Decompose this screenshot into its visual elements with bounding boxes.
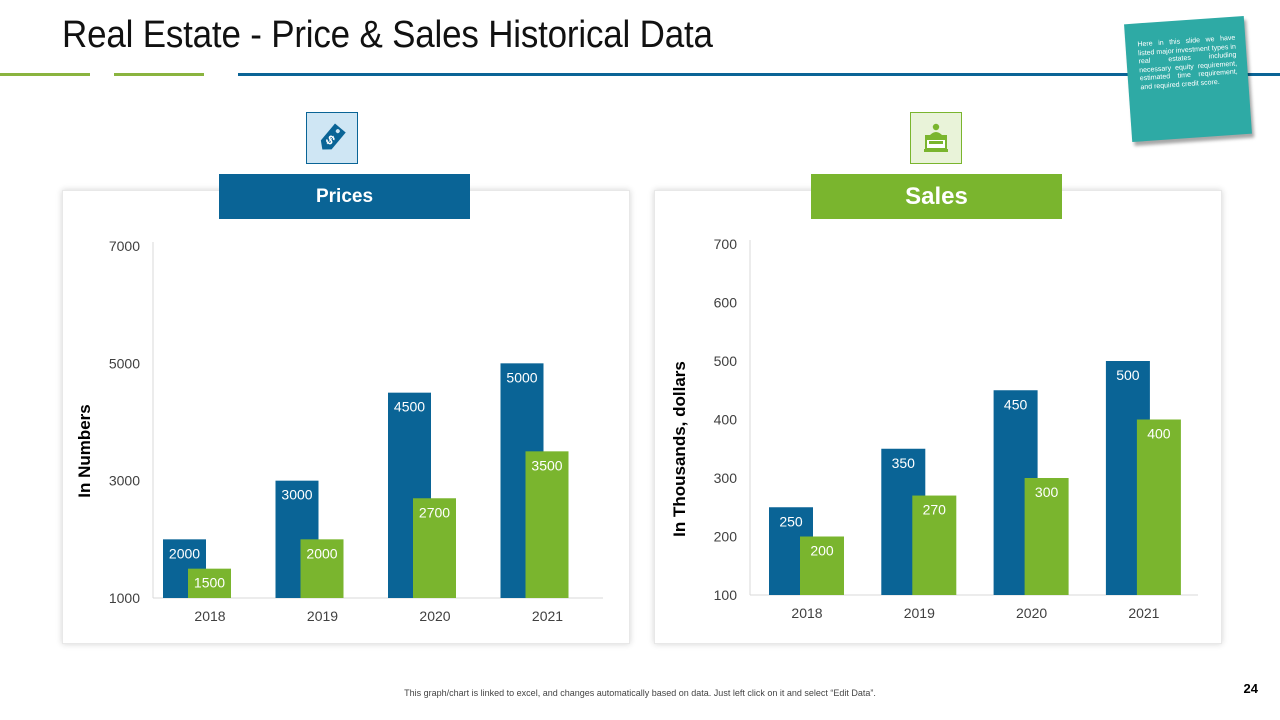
price-tag-dollar-icon: $ — [320, 123, 346, 150]
sales-data-label: 250 — [779, 513, 803, 529]
sales-data-label: 300 — [1035, 484, 1059, 500]
prices-data-label: 4500 — [394, 399, 425, 415]
page-number: 24 — [1243, 681, 1258, 696]
sales-y-tick-label: 100 — [714, 587, 738, 603]
sales-y-tick-label: 400 — [714, 412, 738, 428]
sticky-note-text: Here in this slide we have listed major … — [1137, 34, 1238, 91]
sales-bar-s2-2018 — [800, 536, 844, 595]
page-title: Real Estate - Price & Sales Historical D… — [62, 14, 713, 56]
prices-x-tick-label: 2021 — [532, 608, 563, 624]
sales-data-label: 500 — [1116, 367, 1140, 383]
prices-data-label: 1500 — [194, 575, 225, 591]
sales-x-tick-label: 2021 — [1128, 605, 1159, 621]
prices-data-label: 3500 — [531, 457, 562, 473]
prices-data-label: 2000 — [169, 545, 200, 561]
sales-data-label: 270 — [923, 502, 947, 518]
sales-y-tick-label: 700 — [714, 236, 738, 252]
title-rule-blue — [238, 73, 1280, 76]
prices-x-tick-label: 2020 — [419, 608, 450, 624]
prices-bar-s2-2019 — [300, 539, 344, 598]
prices-icon-box: $ — [306, 112, 358, 164]
prices-data-label: 5000 — [506, 369, 537, 385]
prices-bar-s2-2018 — [188, 568, 231, 598]
sales-bar-s2-2020 — [1024, 478, 1069, 595]
sales-data-label: 350 — [892, 455, 916, 471]
prices-chart[interactable]: 1000 3000 5000 7000 In Numbers 2000 1500 2018 30… — [63, 191, 629, 643]
sales-data-label: 450 — [1004, 396, 1028, 412]
prices-x-tick-label: 2018 — [194, 608, 225, 624]
prices-bar-s2-2021 — [525, 451, 569, 598]
sales-chart-panel: 100 200 300 400 500 600 700 In Thousands, dolla… — [654, 190, 1222, 644]
sales-data-label: 400 — [1147, 426, 1171, 442]
sales-kiosk-icon — [924, 123, 948, 152]
footer-note: This graph/chart is linked to excel, and… — [404, 688, 876, 698]
sales-y-tick-label: 600 — [714, 295, 738, 311]
sales-icon-box — [910, 112, 962, 164]
prices-y-tick-label: 3000 — [109, 473, 140, 489]
prices-chart-panel: 1000 3000 5000 7000 In Numbers 2000 1500 2018 30… — [62, 190, 630, 644]
sales-bar-s2-2021 — [1136, 419, 1181, 595]
sales-data-label: 200 — [810, 543, 834, 559]
sales-header: Sales — [811, 174, 1062, 219]
prices-data-label: 2700 — [419, 504, 450, 520]
prices-data-label: 3000 — [281, 487, 312, 503]
title-rule-green-1 — [0, 73, 90, 76]
prices-x-tick-label: 2019 — [307, 608, 338, 624]
prices-data-label: 2000 — [306, 545, 337, 561]
sales-y-tick-label: 200 — [714, 529, 738, 545]
sticky-note: Here in this slide we have listed major … — [1124, 15, 1252, 143]
sales-chart[interactable]: 100 200 300 400 500 600 700 In Thousands, dolla… — [655, 191, 1221, 643]
prices-y-axis-title: In Numbers — [75, 404, 94, 498]
prices-y-tick-label: 1000 — [109, 590, 140, 606]
sales-x-tick-label: 2020 — [1016, 605, 1047, 621]
prices-y-tick-label: 7000 — [109, 238, 140, 254]
sales-y-axis-title: In Thousands, dollars — [670, 361, 689, 537]
sales-y-tick-label: 300 — [714, 470, 738, 486]
prices-bar-s2-2020 — [413, 498, 456, 598]
sales-x-tick-label: 2019 — [904, 605, 935, 621]
sales-x-tick-label: 2018 — [791, 605, 822, 621]
title-rule-green-2 — [114, 73, 204, 76]
sales-bar-s2-2019 — [912, 495, 957, 595]
prices-y-tick-label: 5000 — [109, 355, 140, 371]
sales-y-tick-label: 500 — [714, 353, 738, 369]
prices-header: Prices — [219, 174, 470, 219]
